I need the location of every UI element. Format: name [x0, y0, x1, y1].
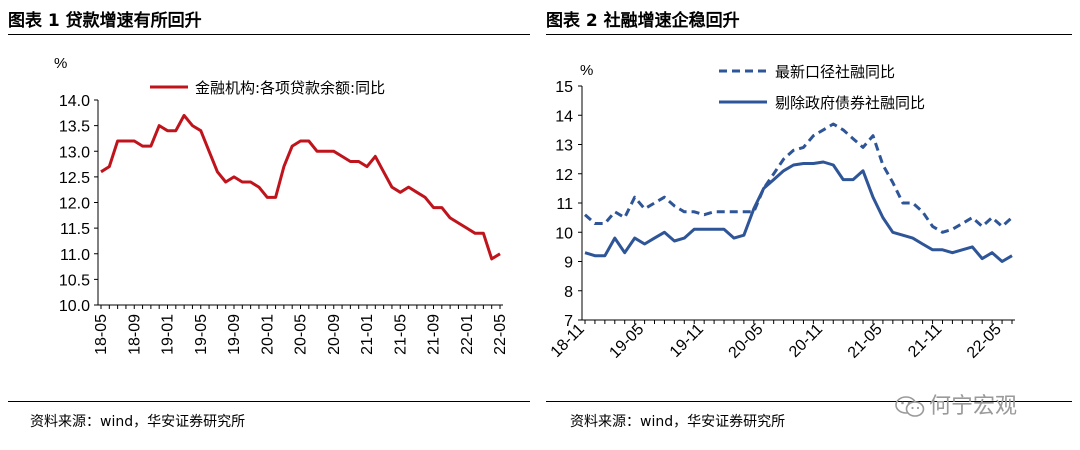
chart2-y-tick-label: 14: [555, 108, 573, 125]
chart1-y-tick-label: 14.0: [59, 93, 90, 110]
chart2-y-tick-label: 13: [555, 138, 573, 155]
chart1-x-tick-label: 20-05: [293, 314, 310, 355]
chart2-x-tick-label: 22-05: [964, 321, 1005, 362]
chart1-y-tick-label: 12.0: [59, 196, 90, 213]
chart1-x-tick-label: 22-01: [459, 314, 476, 355]
chart1-series-line: [100, 113, 501, 261]
chart1-x-tick-label: 21-05: [392, 314, 409, 355]
wechat-icon: [895, 396, 925, 417]
chart2-top-rule: [546, 34, 1072, 35]
chart1-y-tick-label: 11.0: [60, 247, 90, 264]
chart1-bottom-rule: [8, 401, 530, 402]
chart1-y-tick-label: 13.0: [59, 144, 90, 161]
chart2-series-line-total: [584, 122, 1013, 234]
chart1-source: 资料来源：wind，华安证券研究所: [30, 414, 246, 430]
chart1-y-tick-label: 11.5: [60, 221, 90, 238]
chart2-y-unit: %: [580, 62, 593, 79]
chart1-y-tick-label: 10.5: [59, 272, 90, 289]
chart1-y-unit: %: [54, 55, 67, 72]
chart2-y-tick-label: 12: [555, 167, 573, 184]
chart2-y-tick-label: 8: [564, 284, 573, 301]
chart1-x-tick-label: 20-09: [326, 314, 343, 355]
chart1-x-tick-label: 21-01: [359, 314, 376, 355]
chart2-legend-label-solid: 剔除政府债券社融同比: [775, 94, 925, 112]
chart1-x-tick-label: 22-05: [492, 314, 509, 355]
chart2-y-tick-label: 10: [555, 225, 573, 242]
chart2-x-tick-label: 19-11: [667, 321, 707, 361]
chart1-y-tick-label: 12.5: [59, 170, 90, 187]
chart1-top-rule: [8, 34, 530, 35]
chart1-legend-label: 金融机构:各项贷款余额:同比: [195, 79, 385, 97]
chart2-legend-label-dashed: 最新口径社融同比: [775, 63, 895, 81]
chart1-y-tick-label: 13.5: [59, 119, 90, 136]
watermark-text: 何宁宏观: [929, 394, 1018, 419]
chart2-title: 图表 2 社融增速企稳回升: [546, 11, 740, 31]
chart1-y-tick-label: 10.0: [59, 298, 90, 315]
chart2-y-tick-label: 15: [555, 79, 573, 96]
chart2-bottom-rule: [546, 401, 1072, 402]
chart1-x-tick-label: 18-09: [126, 314, 143, 355]
chart1-x-tick-label: 19-05: [193, 314, 210, 355]
chart2-series-line-ex-govbond: [584, 160, 1013, 263]
chart2-y-tick-label: 7: [564, 313, 573, 330]
chart2-x-tick-label: 19-05: [606, 321, 647, 362]
chart2-source: 资料来源：wind，华安证券研究所: [570, 414, 786, 430]
watermark: 何宁宏观: [895, 388, 1017, 420]
chart2-x-tick-label: 20-11: [786, 321, 826, 361]
chart2-x-tick-label: 21-11: [905, 321, 945, 361]
chart2-y-tick-label: 11: [556, 196, 573, 213]
chart1-x-tick-label: 20-01: [259, 314, 276, 355]
chart1-x-tick-label: 21-09: [426, 314, 443, 355]
chart1-x-tick-label: 18-05: [93, 314, 110, 355]
chart1-x-tick-label: 19-01: [160, 314, 177, 355]
chart2-y-tick-label: 9: [564, 255, 573, 272]
chart1-x-tick-label: 19-09: [226, 314, 243, 355]
chart2-x-tick-label: 21-05: [845, 321, 886, 362]
chart2-x-tick-label: 20-05: [726, 321, 767, 362]
chart1-title: 图表 1 贷款增速有所回升: [8, 11, 202, 31]
